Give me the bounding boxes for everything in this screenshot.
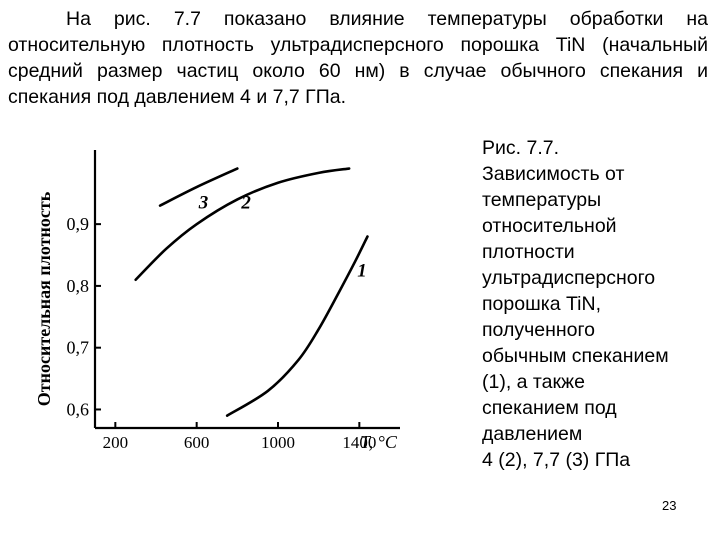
- series-1-line: [225, 235, 369, 417]
- page-number: 23: [662, 498, 677, 513]
- y-tick-label: 0,7: [67, 338, 90, 358]
- y-axis-label: Относительная плотность: [34, 191, 54, 406]
- caption-line: Рис. 7.7.: [482, 137, 560, 159]
- caption-line: ультрадисперсного: [482, 267, 656, 289]
- caption-line: плотности: [482, 241, 575, 263]
- series-label-2: 2: [240, 193, 251, 214]
- figure-caption: Рис. 7.7. Зависимость от температуры относи…: [482, 135, 718, 473]
- caption-line: порошка TiN,: [482, 293, 601, 315]
- x-axis-label: T, °C: [360, 432, 398, 452]
- x-tick-label: 200: [103, 433, 129, 452]
- y-tick-label: 0,9: [67, 214, 90, 234]
- caption-line: Зависимость от: [482, 163, 625, 185]
- intro-paragraph: На рис. 7.7 показано влияние температуры…: [8, 8, 708, 108]
- caption-line: спеканием под: [482, 397, 617, 419]
- y-tick-label: 0,8: [67, 276, 90, 296]
- series-label-1: 1: [357, 261, 367, 282]
- x-tick-label: 1400: [342, 433, 376, 452]
- series-3-line: [158, 167, 239, 207]
- series-label-3: 3: [198, 193, 209, 214]
- caption-line: 4 (2), 7,7 (3) ГПа: [482, 449, 631, 471]
- caption-line: относительной: [482, 215, 617, 237]
- caption-line: температуры: [482, 189, 602, 211]
- x-tick-label: 1000: [261, 433, 295, 452]
- series-2-line: [134, 167, 351, 282]
- y-tick-label: 0,6: [67, 399, 90, 419]
- caption-line: (1), а также: [482, 371, 585, 393]
- caption-line: обычным спеканием: [482, 345, 669, 367]
- caption-line: полученного: [482, 319, 596, 341]
- caption-line: давлением: [482, 423, 583, 445]
- x-tick-label: 600: [184, 433, 210, 452]
